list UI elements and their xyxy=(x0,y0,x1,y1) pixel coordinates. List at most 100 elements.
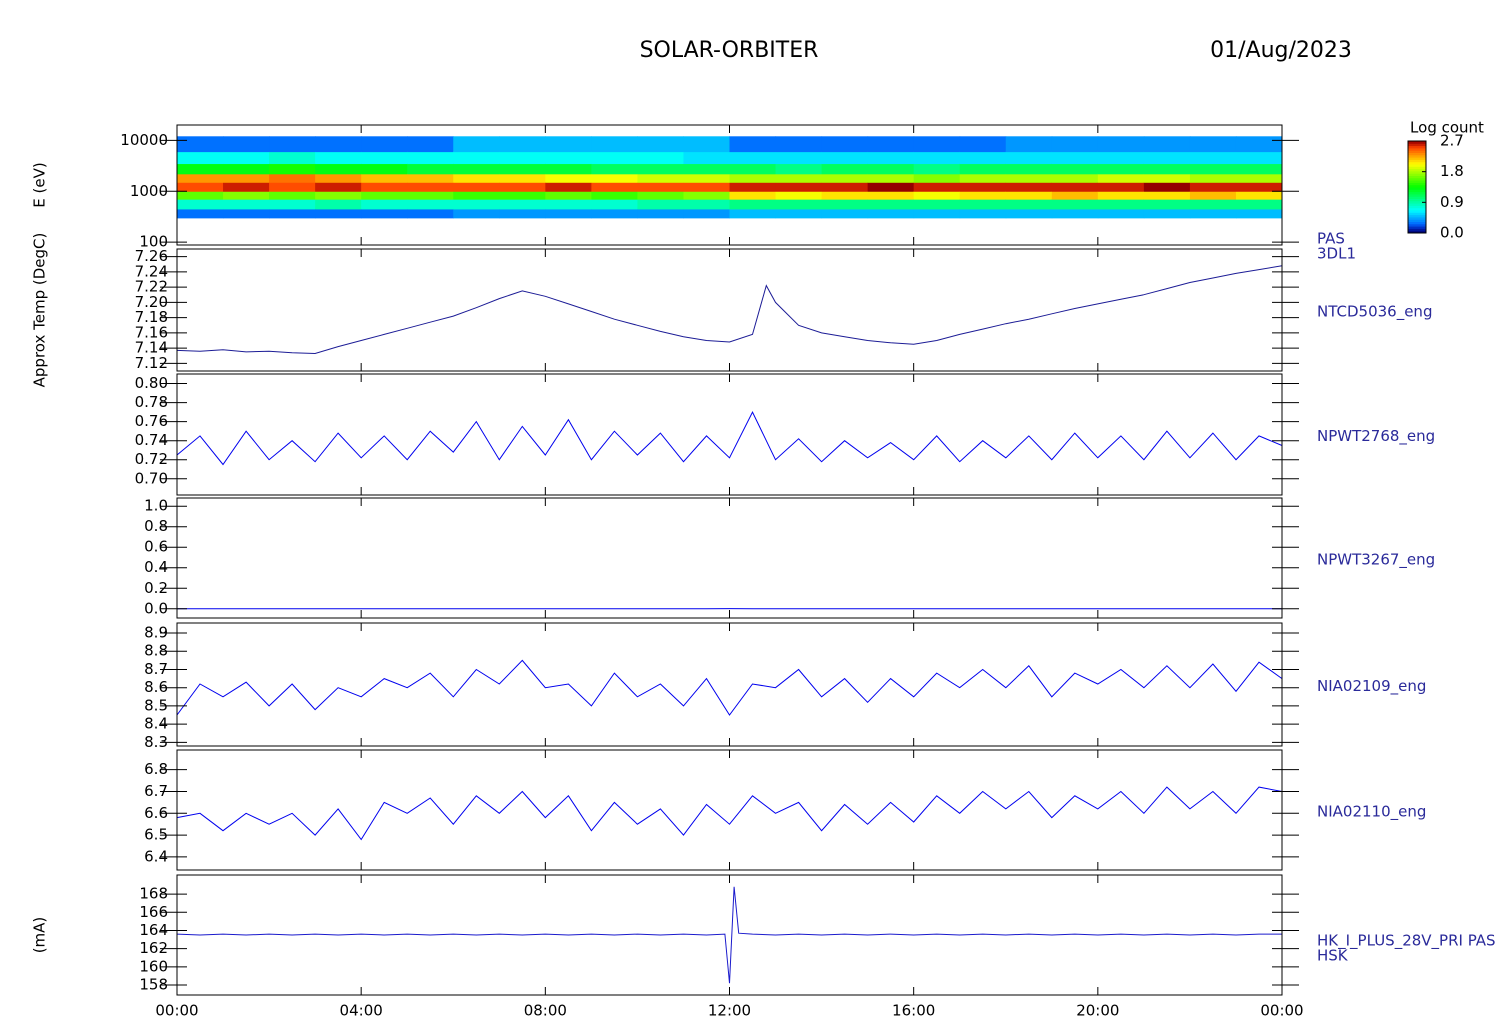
heatmap-cell xyxy=(407,182,454,192)
colorbar-segment xyxy=(1408,161,1426,165)
heatmap-cell xyxy=(821,173,869,183)
panel-frame xyxy=(176,749,1283,871)
heatmap-cell xyxy=(1097,173,1145,183)
heatmap-cell xyxy=(683,199,730,210)
heatmap-cell xyxy=(361,163,408,175)
colorbar-segment xyxy=(1408,226,1426,229)
heatmap-cell xyxy=(1051,182,1099,192)
heatmap-cell xyxy=(775,173,823,183)
heatmap-cell xyxy=(177,191,224,200)
heatmap-cell xyxy=(867,182,915,192)
y-tick-label: 0.4 xyxy=(144,558,168,576)
heatmap-cell xyxy=(959,136,1007,153)
y-tick-label: 0.2 xyxy=(144,579,168,597)
y-tick-label: 6.8 xyxy=(144,760,168,778)
heatmap-cell xyxy=(361,182,408,192)
colorbar-segment xyxy=(1408,193,1426,197)
heatmap-cell xyxy=(913,208,961,219)
colorbar-segment xyxy=(1408,216,1426,220)
heatmap-cell xyxy=(407,151,454,165)
heatmap-cell xyxy=(1235,151,1283,165)
colorbar-segment xyxy=(1408,154,1426,158)
panel-label: NIA02110_eng xyxy=(1317,803,1426,822)
heatmap-cell xyxy=(1189,208,1237,219)
heatmap-cell xyxy=(775,191,823,200)
colorbar-segment xyxy=(1408,207,1426,211)
heatmap-cell xyxy=(407,191,454,200)
heatmap-cell xyxy=(177,199,224,210)
heatmap-cell xyxy=(1189,136,1237,153)
heatmap-cell xyxy=(913,173,961,183)
heatmap-cell xyxy=(499,208,546,219)
y-tick-label: 8.3 xyxy=(144,733,168,751)
y-tick-label: 8.6 xyxy=(144,678,168,696)
colorbar-segment xyxy=(1408,168,1426,172)
heatmap-cell xyxy=(1005,151,1053,165)
heatmap-cell xyxy=(913,182,961,192)
heatmap-cell xyxy=(177,151,224,165)
heatmap-cell xyxy=(177,173,224,183)
data-line xyxy=(176,410,1283,466)
panel-label: NPWT3267_eng xyxy=(1317,551,1435,570)
heatmap-cell xyxy=(1189,182,1237,192)
heatmap-cell xyxy=(913,191,961,200)
colorbar-segment xyxy=(1408,147,1426,151)
heatmap-cell xyxy=(315,136,362,153)
colorbar-segment xyxy=(1408,196,1426,199)
heatmap-cell xyxy=(1051,151,1099,165)
heatmap-cell xyxy=(913,163,961,175)
heatmap-cell xyxy=(959,182,1007,192)
colorbar-segment xyxy=(1408,191,1426,195)
heatmap-cell xyxy=(821,191,869,200)
data-line xyxy=(176,659,1283,716)
y-tick-label: 166 xyxy=(139,903,168,921)
x-tick-label: 12:00 xyxy=(708,1002,751,1020)
heatmap-cell xyxy=(637,208,684,219)
heatmap-cell xyxy=(1097,163,1145,175)
y-tick-label: 7.12 xyxy=(135,354,168,372)
y-tick-label: 6.4 xyxy=(144,847,168,865)
colorbar-segment xyxy=(1408,230,1426,234)
data-line xyxy=(176,265,1283,355)
panel-frame xyxy=(176,373,1283,496)
heatmap-cell xyxy=(683,182,730,192)
heatmap-cell xyxy=(1143,182,1191,192)
heatmap-cell xyxy=(867,191,915,200)
y-tick-label: 0.74 xyxy=(135,431,168,449)
heatmap-cell xyxy=(1189,199,1237,210)
heatmap-cell xyxy=(1235,136,1283,153)
y-tick-label: 8.9 xyxy=(144,624,168,642)
heatmap-cell xyxy=(269,173,316,183)
heatmap-cell xyxy=(315,182,362,192)
y-tick-label: 0.78 xyxy=(135,393,168,411)
y-tick-label: 158 xyxy=(139,976,168,994)
heatmap-cell xyxy=(1143,191,1191,200)
heatmap-cell xyxy=(499,163,546,175)
heatmap-cell xyxy=(269,191,316,200)
heatmap-cell xyxy=(177,163,224,175)
heatmap-cell xyxy=(269,163,316,175)
heatmap-cell xyxy=(499,199,546,210)
heatmap-cell xyxy=(775,163,823,175)
colorbar-segment xyxy=(1408,189,1426,193)
y-tick-label: 0.70 xyxy=(135,469,168,487)
colorbar-segment xyxy=(1408,205,1426,209)
heatmap-cell xyxy=(1005,163,1053,175)
colorbar-segment xyxy=(1408,198,1426,202)
heatmap-cell xyxy=(1005,173,1053,183)
heatmap-cell xyxy=(269,182,316,192)
colorbar-segment xyxy=(1408,184,1426,188)
heatmap-cell xyxy=(269,136,316,153)
colorbar-segment xyxy=(1408,214,1426,218)
heatmap-cell xyxy=(269,199,316,210)
y-tick-label: 8.5 xyxy=(144,696,168,714)
heatmap-cell xyxy=(499,191,546,200)
heatmap-cell xyxy=(1143,163,1191,175)
heatmap-cell xyxy=(729,136,777,153)
panel-label: HSK xyxy=(1317,947,1349,965)
heatmap-cell xyxy=(591,136,638,153)
x-tick-label: 08:00 xyxy=(524,1002,567,1020)
colorbar-segment xyxy=(1408,212,1426,216)
heatmap-cell xyxy=(223,163,270,175)
